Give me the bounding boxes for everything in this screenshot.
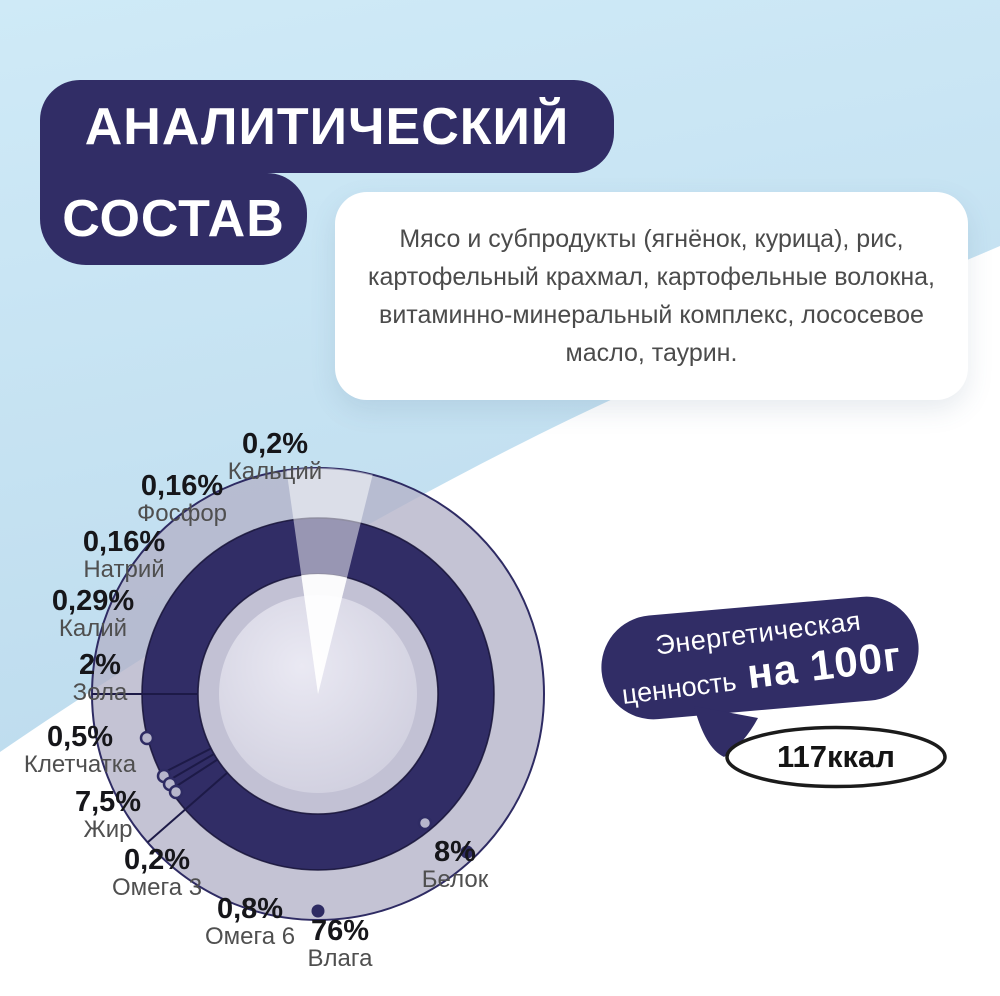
chart-label-protein: 8% Белок [422, 837, 488, 893]
label-name: Жир [83, 816, 133, 843]
ingredients-card: Мясо и субпродукты (ягнёнок, курица), ри… [335, 192, 968, 400]
chart-label-potassium: 0,29% Калий [52, 586, 134, 642]
energy-bubble: Энергетическая ценность на 100г [597, 592, 923, 724]
energy-title-line2: ценность [620, 666, 738, 710]
segment-divider [146, 771, 229, 844]
kcal-value: 117ккал [777, 739, 895, 774]
label-name: Омега 3 [111, 874, 203, 901]
label-anchor-dot [417, 815, 433, 831]
nutrient-ring-outer-edge [141, 517, 495, 871]
label-name: Клетчатка [23, 751, 137, 778]
segment-divider [169, 758, 219, 791]
chart-label-ash: 2% Зола [73, 650, 128, 706]
label-name: Кальций [227, 458, 323, 485]
ingredients-line: витаминно-минеральный комплекс, лососево… [379, 301, 924, 329]
chart-gap-wedge [286, 467, 373, 694]
label-name: Белок [421, 866, 489, 893]
label-value: 0,29% [51, 585, 135, 617]
label-name: Фосфор [136, 500, 228, 527]
chart-label-fat: 7,5% Жир [75, 787, 141, 843]
header-banner-top: АНАЛИТИЧЕСКИЙ [40, 80, 614, 173]
label-value: 0,16% [82, 526, 166, 558]
chart-label-omega3: 0,2% Омега 3 [112, 845, 202, 901]
label-name: Зола [72, 679, 128, 706]
label-name: Натрий [83, 556, 165, 583]
chart-label-omega6: 0,8% Омега 6 [205, 894, 295, 950]
label-name: Омега 6 [204, 923, 296, 950]
label-anchor-dot [162, 776, 178, 792]
ingredients-line: Мясо и субпродукты (ягнёнок, курица), ри… [399, 225, 904, 253]
chart-label-fiber: 0,5% Клетчатка [24, 722, 136, 778]
label-value: 0,8% [216, 893, 284, 925]
chart-label-sodium: 0,16% Натрий [83, 527, 165, 583]
segment-divider [160, 747, 212, 775]
header-banner-bottom: СОСТАВ [40, 173, 307, 265]
label-value: 7,5% [74, 786, 142, 818]
label-value: 2% [79, 649, 121, 681]
label-value: 8% [434, 836, 476, 868]
chart-inner-ring-fill [198, 574, 438, 814]
page-title-line1: АНАЛИТИЧЕСКИЙ [84, 97, 570, 156]
label-value: 0,5% [46, 721, 114, 753]
label-name: Влага [307, 945, 373, 972]
chart-label-phosphorus: 0,16% Фосфор [137, 471, 227, 527]
chart-label-calcium: 0,2% Кальций [228, 429, 322, 485]
chart-nutrient-ring [142, 518, 494, 870]
label-anchor-dot [168, 784, 184, 800]
label-value: 76% [310, 915, 370, 947]
ingredients-line: картофельный крахмал, картофельные волок… [368, 263, 935, 291]
label-value: 0,2% [123, 844, 191, 876]
label-value: 0,2% [241, 428, 309, 460]
label-name: Калий [58, 615, 128, 642]
chart-gap-wedge-center [301, 574, 347, 694]
segment-divider [165, 753, 215, 783]
chart-center-disc [219, 595, 417, 793]
chart-label-moisture: 76% Влага [308, 916, 373, 972]
label-value: 0,16% [140, 470, 224, 502]
nutrient-ring-inner-edge [197, 573, 439, 815]
ingredients-line: масло, таурин. [565, 339, 738, 367]
label-anchor-dot [139, 730, 155, 746]
label-anchor-dot [156, 768, 172, 784]
page-title-line2: СОСТАВ [62, 190, 285, 248]
